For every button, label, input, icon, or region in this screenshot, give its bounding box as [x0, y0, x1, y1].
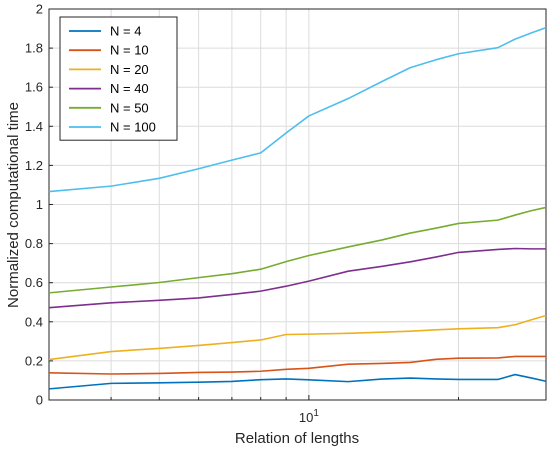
y-tick-label: 1.2	[25, 158, 43, 173]
axis-ticks: 0 0.2 0.4 0.6 0.8 1 1.2 1.4 1.6 1.8 2 101	[25, 2, 547, 425]
series-line-n-100	[48, 26, 547, 193]
series-lines	[48, 26, 547, 390]
y-tick-label: 0.4	[25, 314, 43, 329]
y-tick-label: 0.6	[25, 275, 43, 290]
y-tick-label: 2	[36, 2, 43, 17]
series-line-n-40	[48, 247, 546, 309]
legend-entry-label: N = 50	[110, 100, 149, 115]
series-line-n-4	[48, 373, 547, 390]
y-tick-label: 1.6	[25, 80, 43, 95]
legend: N = 4 N = 10 N = 20 N = 40 N = 50 N = 100	[59, 16, 178, 141]
legend-entry-label: N = 10	[110, 43, 149, 58]
y-tick-label: 1.4	[25, 119, 43, 134]
x-axis-label: Relation of lengths	[235, 430, 359, 447]
legend-box	[59, 16, 178, 141]
y-tick-label: 0.8	[25, 236, 43, 251]
y-tick-label: 1.8	[25, 41, 43, 56]
legend-entry-label: N = 20	[110, 62, 149, 77]
series-line-n-10	[48, 355, 546, 375]
legend-entry-label: N = 40	[110, 81, 149, 96]
series-line-n-50	[48, 206, 547, 294]
series-line-n-20	[48, 314, 547, 361]
y-axis-label: Normalized computational time	[5, 102, 22, 308]
y-tick-label: 0	[36, 393, 43, 408]
x-tick-label: 101	[299, 408, 319, 425]
y-tick-label: 1	[36, 197, 43, 212]
legend-entry-label: N = 100	[110, 120, 156, 135]
y-tick-label: 0.2	[25, 353, 43, 368]
legend-entry-label: N = 4	[110, 24, 141, 39]
